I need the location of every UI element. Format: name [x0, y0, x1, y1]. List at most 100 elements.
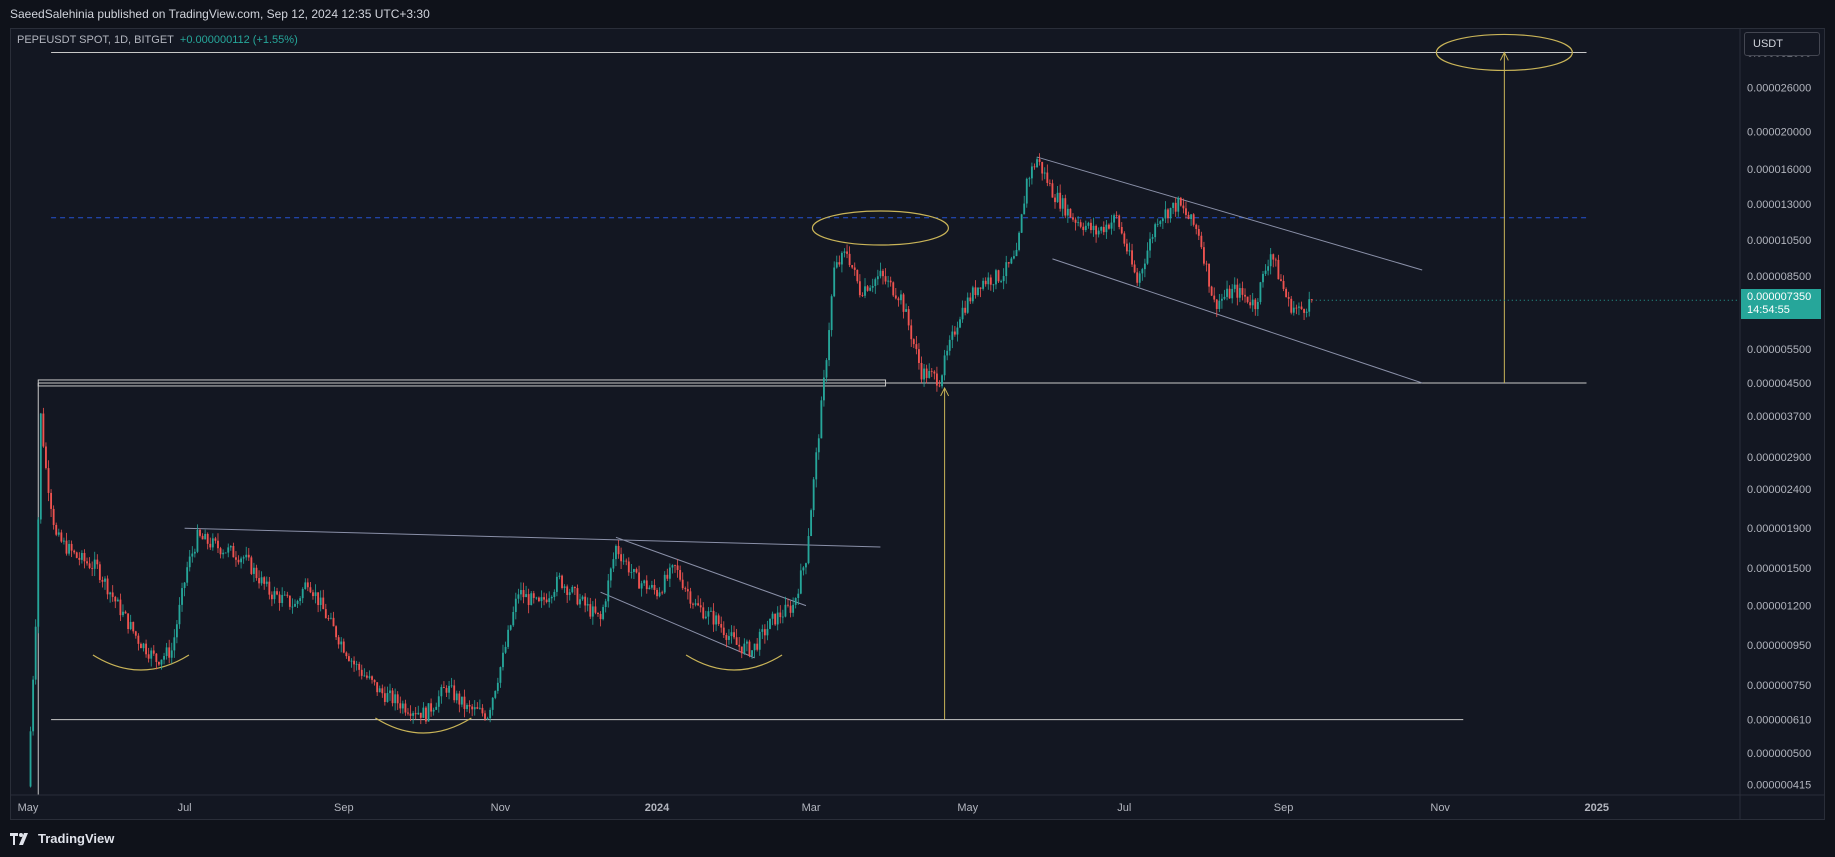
symbol-legend[interactable]: PEPEUSDT SPOT, 1D, BITGET +0.000000112 (… — [17, 34, 298, 46]
candle — [232, 542, 235, 558]
candle-body — [499, 667, 502, 683]
candle-body — [124, 611, 127, 614]
candle-body — [833, 267, 836, 297]
candle — [486, 716, 489, 721]
candle — [75, 551, 78, 559]
candle — [697, 595, 700, 607]
candle-body — [810, 510, 813, 537]
candle — [1066, 204, 1069, 223]
cup-arc-2 — [375, 717, 472, 734]
symbol-title[interactable]: PEPEUSDT SPOT, 1D, BITGET — [17, 34, 174, 46]
candle-body — [443, 687, 445, 688]
candle — [992, 283, 995, 293]
candle-body — [396, 694, 399, 704]
candle-body — [57, 532, 60, 535]
candle — [807, 528, 810, 565]
candle-body — [157, 661, 160, 665]
candle — [129, 614, 132, 631]
candle — [907, 306, 910, 331]
candle-body — [797, 593, 800, 599]
candle — [242, 555, 245, 564]
candle-body — [548, 598, 551, 603]
candle — [1120, 222, 1123, 235]
candle-body — [830, 296, 833, 331]
candle-body — [946, 350, 949, 356]
candle — [599, 611, 602, 627]
candle — [168, 639, 171, 664]
candle-body — [419, 712, 422, 718]
candle-body — [1015, 249, 1018, 257]
candle — [50, 489, 53, 517]
candle — [1023, 195, 1026, 215]
candle-body — [471, 706, 474, 710]
candle-body — [882, 270, 884, 277]
candle — [864, 278, 866, 299]
candle — [396, 691, 399, 710]
candle — [1072, 213, 1074, 222]
candle-body — [1282, 280, 1285, 289]
candle-body — [571, 586, 574, 593]
candle — [789, 600, 792, 618]
candle — [376, 682, 379, 696]
candle-body — [37, 519, 40, 627]
candle — [538, 596, 540, 603]
candle-body — [643, 580, 646, 584]
candle — [902, 292, 905, 319]
candle — [345, 651, 348, 659]
candle — [1262, 271, 1264, 288]
candle — [1169, 207, 1172, 223]
candle — [573, 586, 576, 596]
candle-body — [1030, 166, 1033, 179]
candle-body — [340, 641, 343, 645]
candle — [360, 664, 363, 680]
candle — [181, 582, 183, 612]
candle-body — [707, 611, 710, 617]
candle — [312, 589, 314, 600]
candle — [314, 584, 317, 604]
candle — [694, 598, 697, 607]
candle-body — [412, 713, 415, 716]
candle — [335, 625, 338, 640]
candle — [597, 612, 599, 617]
candle — [484, 710, 486, 721]
candle — [260, 571, 263, 586]
candle — [851, 264, 854, 269]
candle-body — [897, 298, 900, 301]
candle — [286, 591, 289, 598]
tradingview-logo-icon[interactable] — [10, 832, 32, 845]
candle — [645, 575, 648, 594]
candle-body — [1023, 203, 1026, 215]
candle — [1226, 280, 1228, 301]
y-tick-label: 0.000002900 — [1747, 452, 1811, 464]
candle — [409, 705, 412, 722]
candle-body — [666, 574, 669, 579]
candle-body — [1254, 299, 1257, 310]
candle — [848, 246, 851, 268]
candle-body — [317, 592, 320, 606]
footer-brand[interactable]: TradingView — [38, 831, 115, 846]
candle-body — [281, 595, 284, 603]
candle — [340, 637, 343, 653]
candle — [496, 677, 499, 694]
candle — [1079, 219, 1082, 229]
candle — [122, 604, 124, 618]
candle-body — [802, 567, 805, 571]
y-tick-label: 0.000010500 — [1747, 235, 1811, 247]
candle-body — [856, 269, 859, 282]
candle — [1105, 220, 1108, 239]
candle — [989, 274, 992, 291]
candle-body — [828, 330, 830, 361]
currency-button[interactable]: USDT — [1744, 32, 1820, 56]
candle — [1182, 198, 1185, 214]
candle — [833, 261, 836, 298]
candle-body — [902, 294, 905, 312]
candle — [787, 598, 789, 608]
candle-body — [83, 552, 86, 562]
candle-body — [599, 613, 602, 620]
candle — [155, 653, 158, 670]
cup-arc-3 — [685, 654, 783, 671]
candle — [1254, 298, 1257, 316]
candle-body — [496, 682, 499, 691]
chart-frame[interactable] — [10, 28, 1825, 820]
